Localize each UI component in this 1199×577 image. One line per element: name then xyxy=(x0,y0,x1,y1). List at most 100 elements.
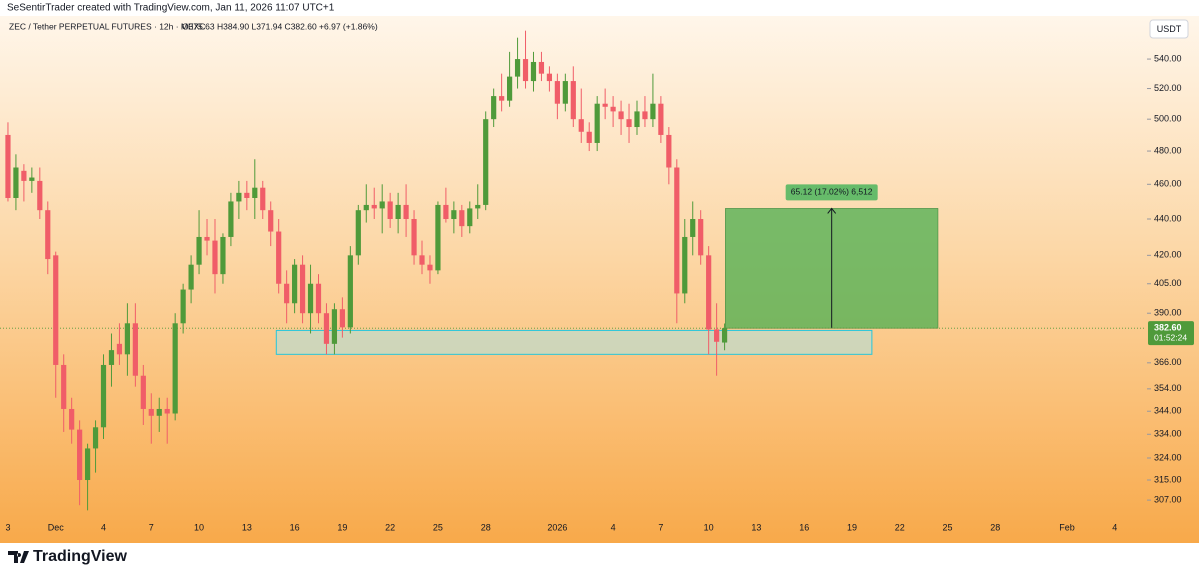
candle-body xyxy=(435,204,441,271)
brand: TradingView xyxy=(33,548,128,565)
candle-body xyxy=(299,264,306,314)
candle-body xyxy=(698,219,704,256)
candle-body xyxy=(403,204,409,220)
x-tick-label: 19 xyxy=(847,522,857,532)
candle-body xyxy=(666,134,672,168)
x-tick-label: 10 xyxy=(704,522,714,532)
candle-body xyxy=(29,177,35,181)
x-tick-label: 16 xyxy=(290,522,300,532)
candle-body xyxy=(276,231,282,284)
candle-body xyxy=(451,210,457,220)
y-tick-label: 520.00 xyxy=(1154,83,1182,93)
currency-box[interactable] xyxy=(1149,19,1189,39)
candle-body xyxy=(546,73,553,82)
candle-body xyxy=(618,111,624,120)
x-tick-label: 13 xyxy=(242,522,252,532)
x-tick-label: 25 xyxy=(943,522,953,532)
candle-body xyxy=(491,96,497,120)
price-tag xyxy=(1148,321,1194,346)
logo xyxy=(8,551,29,563)
candle-body xyxy=(164,408,170,414)
x-tick-label: 3 xyxy=(5,522,10,532)
candle-body xyxy=(236,192,242,202)
x-tick-label: 7 xyxy=(658,522,663,532)
candle-body xyxy=(721,328,728,343)
y-tick-label: 354.00 xyxy=(1154,383,1182,393)
candle-body xyxy=(100,364,107,428)
candle-body xyxy=(108,350,115,365)
candle-body xyxy=(292,264,298,304)
x-tick-label: 22 xyxy=(895,522,905,532)
candle-body xyxy=(443,204,449,220)
candle-body xyxy=(132,323,138,376)
candle-body xyxy=(268,210,274,232)
candle-body xyxy=(427,264,433,271)
candle-body xyxy=(116,343,123,355)
candle-body xyxy=(706,255,712,330)
candle-body xyxy=(212,240,218,275)
x-tick-label: 4 xyxy=(611,522,616,532)
y-tick-label: 540.00 xyxy=(1154,53,1182,63)
candle-body xyxy=(315,283,322,314)
candle-body xyxy=(626,119,632,128)
x-tick-label: 19 xyxy=(337,522,347,532)
target-label-bg xyxy=(785,184,878,201)
candle-body xyxy=(260,187,266,211)
candle-body xyxy=(172,323,178,414)
candle-body xyxy=(124,323,130,355)
candle-body xyxy=(77,429,83,481)
x-tick-label: 4 xyxy=(1112,522,1117,532)
candle-body xyxy=(53,255,59,365)
x-tick-label: 7 xyxy=(149,522,154,532)
candle-body xyxy=(188,264,194,290)
candle-body xyxy=(244,192,250,198)
candle-body xyxy=(196,236,202,265)
x-tick-label: 22 xyxy=(385,522,395,532)
price-tag-value: 382.60 xyxy=(1154,323,1182,333)
x-tick-label: 28 xyxy=(990,522,1000,532)
candle-body xyxy=(323,313,330,344)
candle-body xyxy=(347,255,353,328)
y-tick-label: 500.00 xyxy=(1154,114,1182,124)
logo-mark xyxy=(8,551,29,563)
x-tick-label: 25 xyxy=(433,522,443,532)
x-tick-label: 28 xyxy=(481,522,491,532)
candle-body xyxy=(355,210,361,256)
candle-body xyxy=(156,408,162,416)
candle-body xyxy=(483,119,489,205)
candle-body xyxy=(562,81,568,104)
candle-body xyxy=(228,201,234,237)
y-tick-label: 366.00 xyxy=(1154,357,1182,367)
currency[interactable]: USDT xyxy=(1157,24,1182,34)
candle-body xyxy=(140,375,146,409)
candle-body xyxy=(586,131,592,143)
candle-body xyxy=(204,236,210,241)
candle-body xyxy=(21,170,27,181)
candle-body xyxy=(148,408,154,416)
candle-body xyxy=(634,111,640,128)
candle-body xyxy=(714,329,720,342)
candle-body xyxy=(284,283,290,304)
candle-body xyxy=(642,111,648,120)
candle-body xyxy=(594,103,600,143)
x-tick-label: 13 xyxy=(751,522,761,532)
x-tick-label: 16 xyxy=(799,522,809,532)
chart-bg xyxy=(0,16,1199,543)
y-tick-label: 460.00 xyxy=(1154,179,1182,189)
candle-body xyxy=(395,204,401,220)
symbol: ZEC / Tether PERPETUAL FUTURES · 12h · M… xyxy=(9,21,206,31)
candle-body xyxy=(307,283,314,314)
candle-body xyxy=(658,103,664,135)
candle-body xyxy=(674,167,680,294)
candle-body xyxy=(578,119,584,132)
candle-body xyxy=(37,180,43,211)
candle-body xyxy=(411,219,417,256)
y-tick-label: 315.00 xyxy=(1154,474,1182,484)
candle-body xyxy=(387,201,393,220)
candle-body xyxy=(61,364,67,409)
y-tick-label: 440.00 xyxy=(1154,213,1182,223)
y-tick-label: 344.00 xyxy=(1154,406,1182,416)
candle-body xyxy=(252,187,258,198)
candle-body xyxy=(570,81,576,120)
candle-body xyxy=(682,236,688,294)
